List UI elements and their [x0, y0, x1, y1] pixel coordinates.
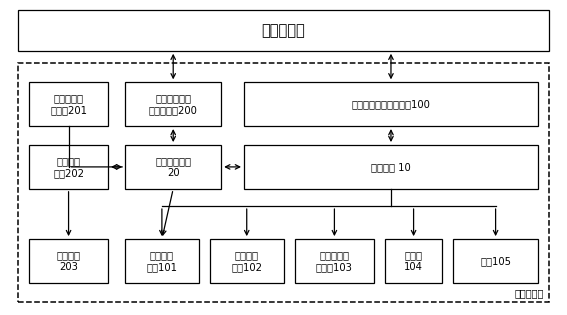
Bar	[29, 239, 108, 283]
Bar	[244, 82, 538, 126]
Bar	[125, 239, 198, 283]
Bar	[18, 63, 549, 302]
Text: 云台105: 云台105	[480, 256, 511, 266]
Text: 上位机平台: 上位机平台	[261, 23, 306, 38]
Text: 可见光摄
像头101: 可见光摄 像头101	[146, 250, 177, 272]
Bar	[295, 239, 374, 283]
Bar	[453, 239, 538, 283]
Bar	[29, 145, 108, 189]
Text: 红外热成
像仪102: 红外热成 像仪102	[231, 250, 262, 272]
Text: 电机驱动
模块202: 电机驱动 模块202	[53, 156, 84, 178]
Bar	[244, 145, 538, 189]
Bar	[210, 239, 284, 283]
Text: 低功耗控制器
20: 低功耗控制器 20	[155, 156, 191, 178]
Text: 补光灯
104: 补光灯 104	[404, 250, 423, 272]
Text: 主控制器 10: 主控制器 10	[371, 162, 411, 172]
Text: 驱动电机
203: 驱动电机 203	[57, 250, 81, 272]
Bar	[125, 145, 221, 189]
Bar	[125, 82, 221, 126]
Bar	[29, 82, 108, 126]
Text: 高速宽带网络通信模块100: 高速宽带网络通信模块100	[352, 99, 430, 109]
Text: 巡检机器人: 巡检机器人	[514, 289, 544, 299]
Text: 低功耗窄带网
络通信模块200: 低功耗窄带网 络通信模块200	[149, 93, 198, 115]
Text: 激光导航定
位模块201: 激光导航定 位模块201	[50, 93, 87, 115]
Text: 设备噪音拾
取模块103: 设备噪音拾 取模块103	[316, 250, 353, 272]
Bar	[386, 239, 442, 283]
Bar	[18, 10, 549, 51]
